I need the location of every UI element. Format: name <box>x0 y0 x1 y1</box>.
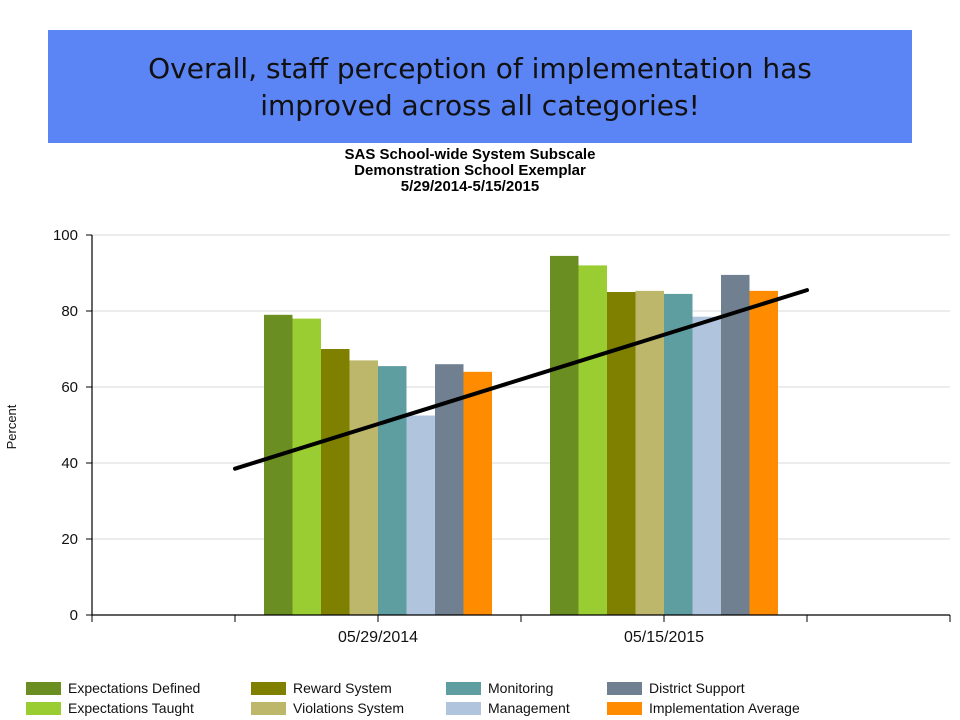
y-axis-label: Percent <box>4 404 19 449</box>
legend-label: Expectations Taught <box>68 700 194 716</box>
x-tick-label: 05/15/2015 <box>624 629 704 646</box>
legend-label: Monitoring <box>488 680 554 696</box>
bar <box>264 314 293 615</box>
headline-banner: Overall, staff perception of implementat… <box>48 30 912 143</box>
bar <box>607 292 636 615</box>
y-tick-label: 80 <box>61 303 78 320</box>
legend-label: Expectations Defined <box>68 680 201 696</box>
legend-label: Violations System <box>293 700 405 716</box>
legend-label: Implementation Average <box>649 700 800 716</box>
bar <box>378 366 407 615</box>
y-tick-label: 100 <box>53 227 78 244</box>
bar <box>463 371 492 615</box>
legend-swatch <box>251 681 286 695</box>
y-tick-label: 40 <box>61 455 78 472</box>
legend-item: Reward System <box>251 678 392 698</box>
legend-item: Expectations Defined <box>26 678 200 698</box>
legend-label: Reward System <box>293 680 392 696</box>
legend-swatch <box>446 681 481 695</box>
chart-title-line-2: Demonstration School Exemplar <box>354 162 586 179</box>
headline-text: Overall, staff perception of implementat… <box>148 51 812 122</box>
x-tick-label: 05/29/2014 <box>338 629 418 646</box>
bar <box>635 290 664 615</box>
chart-title-line-3: 5/29/2014-5/15/2015 <box>400 178 540 195</box>
bar <box>749 290 778 615</box>
bar <box>550 255 579 615</box>
bar <box>406 415 435 615</box>
legend-item: Violations System <box>251 698 404 718</box>
legend-item: Monitoring <box>446 678 553 698</box>
legend-item: District Support <box>607 678 745 698</box>
legend-swatch <box>26 701 61 715</box>
bar <box>664 293 693 615</box>
trend-line <box>233 288 809 471</box>
chart-title-line-1: SAS School-wide System Subscale <box>344 146 596 163</box>
chart-legend: Expectations Defined Expectations Taught R… <box>26 678 946 718</box>
y-tick-label: 20 <box>61 531 78 548</box>
bar <box>349 360 378 615</box>
bar <box>692 316 721 615</box>
legend-swatch <box>251 701 286 715</box>
bar-chart: 0 20 40 60 80 100 05/29/2014 05/15/2015 Percent <box>4 227 951 646</box>
legend-swatch <box>607 681 642 695</box>
legend-item: Implementation Average <box>607 698 800 718</box>
bar <box>292 318 321 615</box>
chart-title: SAS School-wide System Subscale Demonstr… <box>260 147 680 195</box>
bar <box>721 274 750 615</box>
legend-label: District Support <box>649 680 745 696</box>
bar <box>578 265 607 615</box>
legend-label: Management <box>488 700 570 716</box>
legend-item: Expectations Taught <box>26 698 194 718</box>
legend-swatch <box>26 681 61 695</box>
y-tick-label: 0 <box>70 607 78 624</box>
y-tick-label: 60 <box>61 379 78 396</box>
legend-swatch <box>607 701 642 715</box>
legend-swatch <box>446 701 481 715</box>
legend-item: Management <box>446 698 570 718</box>
bar <box>321 349 350 615</box>
